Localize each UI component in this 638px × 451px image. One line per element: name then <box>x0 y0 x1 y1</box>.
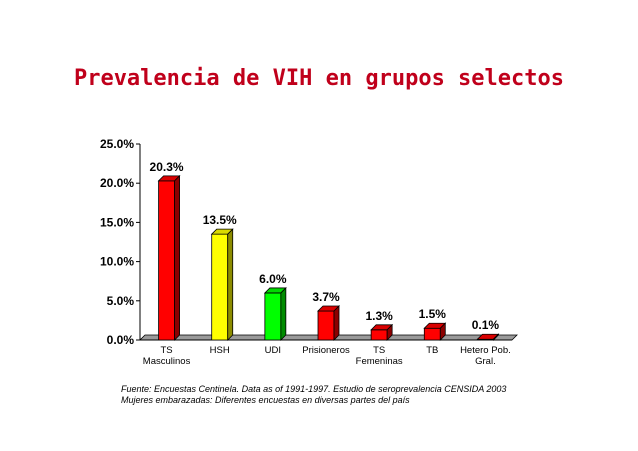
bar <box>370 329 388 341</box>
data-label: 1.3% <box>365 309 393 323</box>
chart-title: Prevalencia de VIH en grupos selectos <box>73 66 565 91</box>
y-tick-label: 20.0% <box>100 176 134 190</box>
data-label: 6.0% <box>259 272 287 286</box>
x-tick-label-line: Gral. <box>475 356 496 367</box>
x-tick-label-line: TS <box>161 345 173 356</box>
x-tick-label-line: Femeninas <box>356 356 403 367</box>
y-tick-label: 0.0% <box>107 333 135 347</box>
x-tick-label-line: Masculinos <box>143 356 191 367</box>
bar <box>423 327 441 341</box>
bar <box>158 180 175 341</box>
x-tick-label-line: Prisioneros <box>302 345 350 356</box>
x-tick-label: UDI <box>265 345 281 356</box>
x-tick-label: HSH <box>210 345 230 356</box>
x-tick-label-line: TB <box>426 345 438 356</box>
bar-side <box>493 333 499 341</box>
bar <box>264 292 282 341</box>
data-label: 20.3% <box>150 160 184 174</box>
y-tick-label: 5.0% <box>107 294 135 308</box>
x-tick-label-line: Hetero Pob. <box>460 345 511 356</box>
x-tick-label-line: UDI <box>265 345 281 356</box>
x-tick-label: TS Femeninas <box>356 345 403 367</box>
x-tick-label: Hetero Pob. Gral. <box>460 345 511 367</box>
y-tick-label: 10.0% <box>100 255 134 269</box>
x-tick-label: Prisioneros <box>302 345 350 356</box>
bar-side <box>280 286 287 341</box>
source-line-1: Fuente: Encuestas Centinela. Data as of … <box>121 384 507 394</box>
x-tick-label: TB <box>426 345 438 356</box>
data-label: 13.5% <box>203 213 237 227</box>
data-label: 3.7% <box>312 290 340 304</box>
bar-side <box>439 322 446 341</box>
bar-side <box>386 323 393 341</box>
x-tick-label-line: TS <box>373 345 385 356</box>
x-tick-label: TS Masculinos <box>143 345 191 367</box>
data-label: 0.1% <box>472 318 500 332</box>
bar <box>317 310 335 341</box>
x-tick-label-line: HSH <box>210 345 230 356</box>
bar-side <box>174 174 180 341</box>
source-note: Fuente: Encuestas Centinela. Data as of … <box>121 384 506 406</box>
bar-side <box>333 305 340 341</box>
bar-side <box>227 228 234 341</box>
data-label: 1.5% <box>419 307 447 321</box>
source-line-2: Mujeres embarazadas: Diferentes encuesta… <box>121 395 410 405</box>
y-tick-label: 25.0% <box>100 137 134 151</box>
bar <box>211 233 229 341</box>
y-tick-label: 15.0% <box>100 215 134 229</box>
